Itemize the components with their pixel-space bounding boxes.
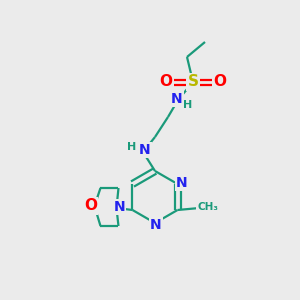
Text: H: H xyxy=(128,142,136,152)
Text: H: H xyxy=(183,100,193,110)
Text: N: N xyxy=(150,218,162,232)
Text: N: N xyxy=(176,176,187,190)
Text: N: N xyxy=(114,200,125,214)
Text: CH₃: CH₃ xyxy=(197,202,218,212)
Text: O: O xyxy=(214,74,226,89)
Text: N: N xyxy=(171,92,183,106)
Text: S: S xyxy=(188,74,199,89)
Text: O: O xyxy=(84,199,97,214)
Text: O: O xyxy=(160,74,172,89)
Text: N: N xyxy=(139,143,151,157)
